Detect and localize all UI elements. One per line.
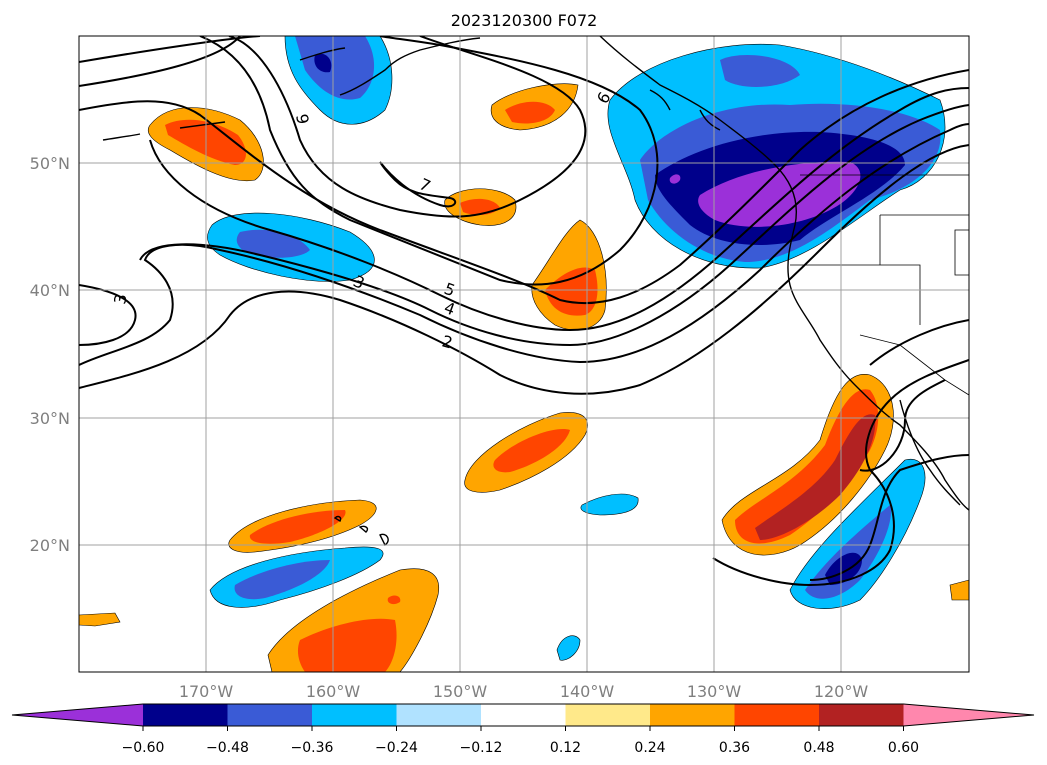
colorbar	[11, 703, 1035, 731]
colorbar-extend-max	[903, 704, 1034, 726]
contour-label-3-west: 3	[110, 292, 130, 305]
map-title: 2023120300 F072	[451, 11, 598, 30]
longitude-labels: 170°W 160°W 150°W 140°W 130°W 120°W	[179, 682, 869, 701]
lon-label-160w: 160°W	[306, 682, 361, 701]
lat-label-30n: 30°N	[30, 409, 70, 428]
gridlines	[79, 36, 969, 672]
colorbar-tick: −0.12	[460, 740, 503, 756]
negative-anomaly-alaska	[284, 36, 393, 125]
lat-label-20n: 20°N	[30, 536, 70, 555]
lat-label-50n: 50°N	[30, 154, 70, 173]
colorbar-tick: −0.60	[122, 740, 165, 756]
colorbar-tick: −0.36	[291, 740, 334, 756]
colorbar-tick: 0.60	[888, 740, 919, 756]
colorbar-ticks: −0.60 −0.48 −0.36 −0.24 −0.12 0.12 0.24 …	[122, 740, 920, 756]
lon-label-120w: 120°W	[814, 682, 869, 701]
colorbar-tick: 0.48	[803, 740, 834, 756]
colorbar-tick: 0.36	[719, 740, 750, 756]
lon-label-140w: 140°W	[560, 682, 615, 701]
map-frame	[78, 35, 970, 673]
negative-anomaly-small	[580, 493, 639, 516]
lat-label-40n: 40°N	[30, 281, 70, 300]
contour-label-9: 9	[292, 112, 312, 125]
positive-anomaly-28n	[464, 412, 588, 493]
colorbar-segment	[143, 704, 228, 726]
latitude-labels: 50°N 40°N 30°N 20°N	[30, 154, 70, 555]
positive-anomaly-mexico	[721, 373, 894, 556]
colorbar-segment	[734, 704, 820, 726]
map-area: 9 6 7 5 4 3 2 3	[79, 36, 969, 672]
colorbar-segment	[819, 704, 904, 726]
positive-anomaly-south	[267, 568, 440, 672]
colorbar-extend-min	[12, 704, 143, 726]
contour-label-2: 2	[440, 332, 455, 353]
colorbar-segment	[227, 704, 313, 726]
lon-label-150w: 150°W	[433, 682, 488, 701]
borders	[790, 174, 969, 396]
colorbar-segment	[650, 704, 735, 726]
colorbar-tick: 0.12	[550, 740, 581, 756]
colorbar-tick: 0.24	[634, 740, 665, 756]
contour-lines	[79, 36, 969, 587]
colorbar-segment	[565, 704, 651, 726]
lon-label-130w: 130°W	[687, 682, 742, 701]
positive-anomaly-hawaii	[228, 499, 377, 553]
colorbar-segment	[312, 704, 397, 726]
colorbar-tick: −0.48	[206, 740, 249, 756]
colorbar-segment	[481, 704, 566, 726]
negative-anomaly-tiny	[556, 635, 581, 661]
positive-anomaly-edge	[949, 579, 969, 601]
positive-anomaly-west-edge	[79, 612, 121, 627]
negative-anomaly-sw	[209, 546, 384, 608]
colorbar-segment	[396, 704, 482, 726]
colorbar-tick: −0.24	[375, 740, 418, 756]
positive-anomaly-gulf	[490, 83, 579, 131]
lon-label-170w: 170°W	[179, 682, 234, 701]
